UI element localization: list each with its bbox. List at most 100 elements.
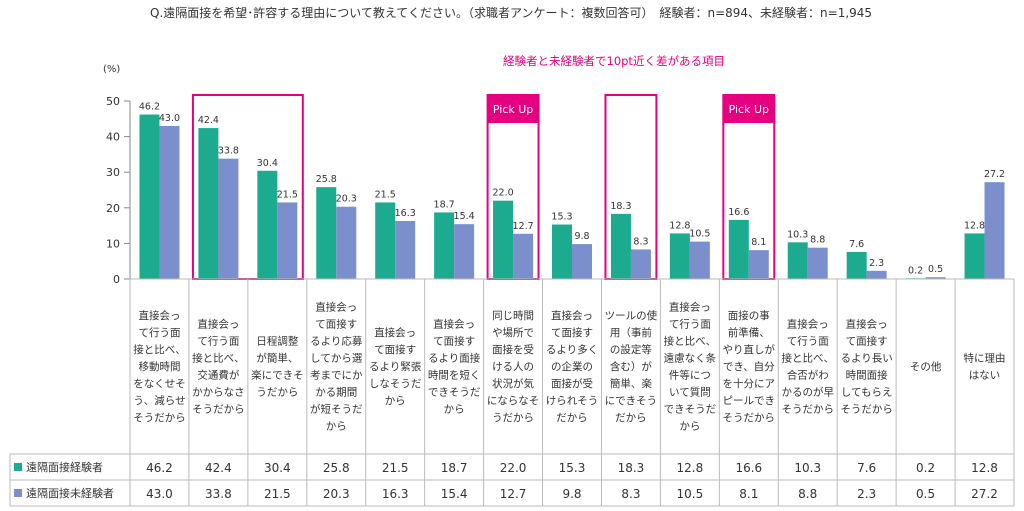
category-label: 面接を受 [492,343,534,356]
category-label: だから [556,412,588,424]
category-label: 楽にできそ [251,369,304,382]
category-label: 同じ時間 [492,310,534,322]
bar [807,247,828,279]
category-label: 日程調整 [256,335,298,348]
category-label: から [326,421,347,433]
table-cell-value: 8.8 [798,487,817,501]
bar-data-label: 15.4 [454,211,475,222]
category-label: でき、自分 [723,360,775,373]
category-label: できそうだ [428,387,481,399]
category-label: 遠慮なく条 [664,352,717,365]
category-label: その他 [910,360,942,373]
bar-data-label: 8.1 [751,237,766,248]
category-label: ツールの使 [605,309,658,322]
category-label: かからなさ [192,387,245,399]
table-cell-value: 12.8 [971,461,998,475]
bar [159,125,180,279]
bar-data-label: 18.7 [434,199,455,210]
legend-swatch [14,489,22,497]
bar-data-label: 22.0 [492,188,513,199]
table-cell-value: 15.3 [559,461,586,475]
table-cell-value: 30.4 [264,461,291,475]
category-label: 考までにか [310,370,363,382]
category-label: 直接会っ [551,309,593,322]
bar-data-label: 30.4 [257,158,278,169]
table-cell-value: 9.8 [562,487,581,501]
category-label: 合否がわ [787,369,829,382]
table-cell-value: 16.3 [382,487,409,501]
category-label: 直接会っ [433,318,475,331]
bar [572,244,592,279]
bar-data-label: 12.8 [964,220,985,231]
category-label: できそうだ [664,404,717,416]
highlight-note: 経験者と未経験者で10pt近く差がある項目 [503,54,725,68]
category-label: て面接す [846,335,888,348]
category-label: してから選 [310,352,363,365]
category-label: 直接会っ [787,318,829,331]
table-cell-value: 25.8 [323,461,350,475]
category-label: の企業の [551,360,593,373]
y-axis-unit: (%) [103,64,121,75]
category-label: ける人の [492,361,534,373]
category-label: 直接会っ [197,318,239,331]
bar [493,200,514,279]
bar-data-label: 8.8 [810,235,825,246]
bar [336,206,357,279]
pickup-label: Pick Up [729,103,769,116]
category-label: るより多く [546,343,598,356]
chart-title: Q.遠隔面接を希望･許容する理由について教えてください。（求職者アンケート：複数… [150,6,873,20]
bar-data-label: 20.3 [336,194,357,205]
category-label: かるのが早 [781,386,834,399]
category-label: や場所で [492,326,534,339]
bar [630,249,651,279]
bar [277,202,298,279]
category-label: 面接の事 [728,309,770,322]
category-label: 直接会っ [669,301,711,314]
table-cell-value: 2.3 [857,487,876,501]
table-cell-value: 12.8 [677,461,704,475]
category-label: るより面接 [428,352,481,365]
y-tick-label: 50 [106,95,120,108]
bar-data-label: 10.3 [787,229,808,240]
table-cell-value: 42.4 [205,461,232,475]
category-label: 移動時間 [138,360,180,373]
category-label: ピールでき [723,395,776,407]
category-label: 件等につ [669,369,711,382]
legend-swatch [14,463,22,471]
bar-data-label: 33.8 [218,146,239,157]
table-cell-value: 33.8 [205,487,232,501]
legend-label: 遠隔面接経験者 [26,460,103,474]
category-label: うだから [492,412,534,424]
bar-data-label: 12.7 [512,221,533,232]
bar [434,212,455,279]
category-label: 直接会っ [374,326,416,339]
category-label: 面接が受 [551,377,593,390]
category-label: いて質問 [669,386,711,399]
bar [454,224,475,279]
category-label: て行う面 [138,326,180,339]
bar-data-label: 42.4 [198,115,219,126]
table-cell-value: 10.3 [794,461,821,475]
bar-data-label: 0.5 [928,264,943,275]
category-label: るより応募 [310,335,363,348]
table-cell-value: 43.0 [146,487,173,501]
category-label: の設定等 [610,343,652,356]
category-label: しなそうだ [369,378,422,390]
bar [552,224,572,279]
category-label: にならなそ [487,395,540,407]
category-label: て面接す [315,318,357,331]
category-label: 直接会っ [315,301,357,314]
category-label: 接と比べ、 [192,352,245,365]
table-cell-value: 12.7 [500,487,527,501]
bar-data-label: 46.2 [139,102,160,113]
category-label: 用（事前 [610,326,652,339]
category-label: やり直しが [723,343,776,356]
legend-label: 遠隔面接未経験者 [26,486,114,500]
category-label: 状況が気 [492,377,534,390]
category-label: て行う面 [787,335,829,348]
category-label: 前準備、 [728,326,770,339]
table-cell-value: 7.6 [857,461,876,475]
bar [984,182,1005,279]
table-cell-value: 0.2 [916,461,935,475]
